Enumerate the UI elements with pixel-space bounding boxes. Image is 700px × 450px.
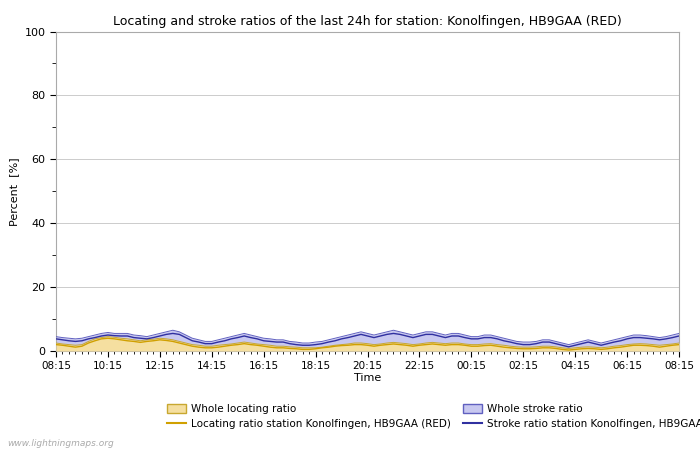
Legend: Whole locating ratio, Locating ratio station Konolfingen, HB9GAA (RED), Whole st: Whole locating ratio, Locating ratio sta… <box>167 404 700 429</box>
Y-axis label: Percent  [%]: Percent [%] <box>9 157 19 225</box>
X-axis label: Time: Time <box>354 373 381 383</box>
Text: www.lightningmaps.org: www.lightningmaps.org <box>7 439 113 448</box>
Title: Locating and stroke ratios of the last 24h for station: Konolfingen, HB9GAA (RED: Locating and stroke ratios of the last 2… <box>113 14 622 27</box>
